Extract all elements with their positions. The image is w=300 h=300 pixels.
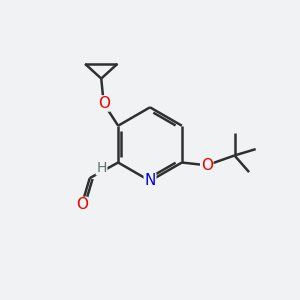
Text: O: O (201, 158, 213, 173)
Text: O: O (76, 197, 88, 212)
Text: H: H (96, 161, 107, 175)
Text: N: N (144, 173, 156, 188)
Text: O: O (98, 96, 110, 111)
